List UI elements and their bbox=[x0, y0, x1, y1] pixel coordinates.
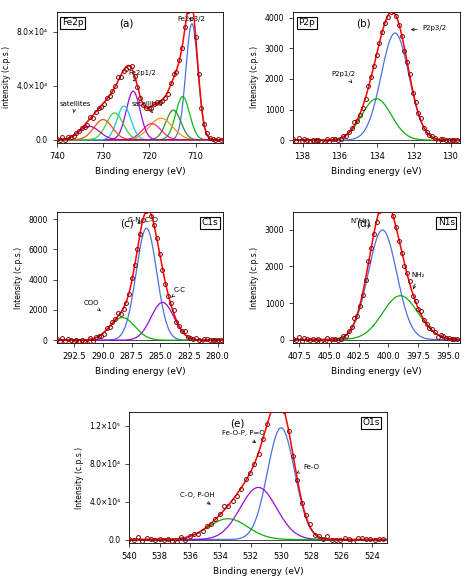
Text: C-C: C-C bbox=[172, 287, 186, 298]
Text: O1s: O1s bbox=[362, 418, 380, 427]
Text: Fe-O-P, P=O: Fe-O-P, P=O bbox=[222, 431, 264, 443]
Text: (a): (a) bbox=[119, 18, 134, 28]
X-axis label: Binding energy (eV): Binding energy (eV) bbox=[331, 367, 422, 376]
Text: P2p: P2p bbox=[298, 18, 315, 27]
Y-axis label: Intensity (c.p.s.): Intensity (c.p.s.) bbox=[250, 46, 259, 109]
X-axis label: Binding energy (eV): Binding energy (eV) bbox=[213, 567, 304, 576]
Text: (e): (e) bbox=[230, 418, 245, 428]
Text: N1s: N1s bbox=[438, 218, 455, 227]
Text: NH₂: NH₂ bbox=[411, 272, 425, 289]
Text: N⁺H₂: N⁺H₂ bbox=[350, 217, 370, 226]
Text: Fe2p3/2: Fe2p3/2 bbox=[177, 16, 205, 22]
Text: satellites: satellites bbox=[60, 101, 91, 113]
Text: C-O, P-OH: C-O, P-OH bbox=[180, 492, 215, 504]
Y-axis label: Intensity (c.p.s.): Intensity (c.p.s.) bbox=[75, 446, 84, 509]
Y-axis label: Intensity (c.p.s.): Intensity (c.p.s.) bbox=[14, 246, 23, 309]
Text: Fe-O: Fe-O bbox=[297, 464, 319, 473]
Y-axis label: Intensity (c.p.s.): Intensity (c.p.s.) bbox=[250, 246, 259, 309]
Text: C1s: C1s bbox=[202, 218, 219, 227]
Text: P2p3/2: P2p3/2 bbox=[411, 25, 447, 31]
X-axis label: Binding energy (eV): Binding energy (eV) bbox=[95, 367, 185, 376]
Text: Fe2p: Fe2p bbox=[62, 18, 83, 27]
Text: C-N, C-O: C-N, C-O bbox=[128, 217, 158, 223]
Text: COO: COO bbox=[83, 301, 100, 311]
Text: P2p1/2: P2p1/2 bbox=[331, 71, 356, 83]
Text: (b): (b) bbox=[356, 18, 371, 28]
Text: Fe2p1/2: Fe2p1/2 bbox=[128, 70, 156, 81]
Text: (d): (d) bbox=[356, 218, 371, 228]
X-axis label: Binding energy (eV): Binding energy (eV) bbox=[331, 167, 422, 176]
Text: (c): (c) bbox=[120, 218, 134, 228]
Y-axis label: intensity (c.p.s.): intensity (c.p.s.) bbox=[2, 46, 11, 109]
X-axis label: Binding energy (eV): Binding energy (eV) bbox=[95, 167, 185, 176]
Text: satellites: satellites bbox=[131, 101, 163, 113]
